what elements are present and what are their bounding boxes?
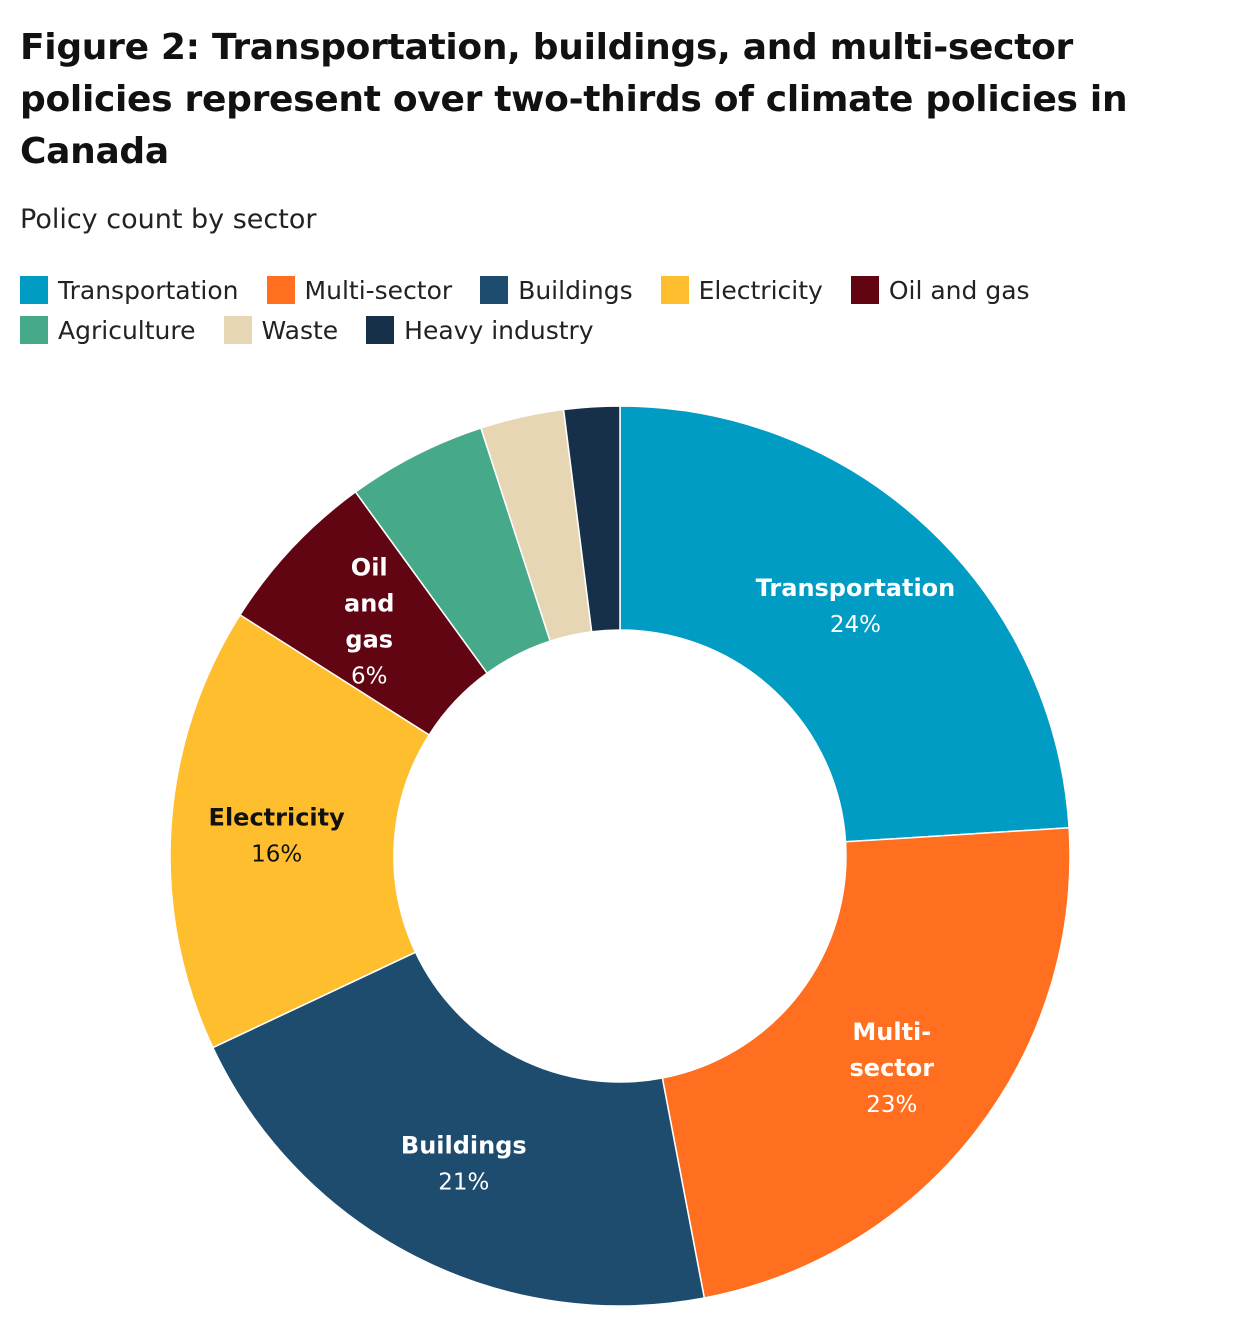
legend-label: Heavy industry	[404, 315, 594, 345]
legend-swatch	[223, 316, 252, 344]
slice-label: gas	[345, 626, 393, 654]
legend-label: Buildings	[518, 275, 633, 305]
slice-percent-label: 6%	[351, 664, 388, 690]
slice-label-group: Transportation 24%	[756, 574, 956, 638]
donut-chart: Transportation 24% Multi-sector 23% Building…	[169, 405, 1071, 1307]
slice-electricity	[169, 613, 431, 1049]
slice-label: Buildings	[401, 1132, 527, 1160]
legend-row: Agriculture Waste Heavy industry	[20, 310, 1220, 350]
slice-percent-label: 24%	[830, 612, 881, 638]
slice-percent-label: 16%	[251, 841, 302, 867]
slice-label: Oil	[351, 554, 388, 582]
legend-label: Oil and gas	[888, 275, 1030, 305]
legend-swatch	[20, 316, 48, 344]
legend-swatch	[366, 316, 395, 344]
legend-item-oil-and-gas: Oil and gas	[850, 275, 1030, 305]
legend-item-heavy-industry: Heavy industry	[366, 315, 594, 345]
legend-label: Agriculture	[58, 315, 196, 345]
chart-title: Figure 2: Transportation, buildings, and…	[20, 27, 1128, 172]
slice-label: Transportation	[756, 574, 956, 602]
slice-label-group: Oil and gas 6%	[344, 554, 394, 690]
slice-label: sector	[850, 1054, 935, 1082]
legend-label: Waste	[261, 315, 339, 345]
legend-item-multi-sector: Multi-sector	[266, 275, 453, 305]
slice-label: and	[344, 590, 394, 618]
legend-label: Electricity	[698, 275, 823, 305]
slice-multi-sector	[661, 826, 1071, 1299]
slice-label-group: Buildings 21%	[401, 1132, 527, 1196]
slice-percent-label: 21%	[438, 1170, 489, 1196]
slice-transportation	[619, 405, 1070, 843]
slice-label: Electricity	[209, 803, 346, 831]
slice-label: Multi-	[852, 1018, 931, 1046]
legend-label: Multi-sector	[304, 275, 453, 305]
legend-swatch	[20, 276, 48, 304]
legend-item-buildings: Buildings	[480, 275, 633, 305]
legend: Transportation Multi-sector Buildings El…	[20, 270, 1220, 350]
chart-subtitle: Policy count by sector	[20, 204, 317, 235]
slice-buildings	[211, 951, 706, 1307]
legend-item-waste: Waste	[223, 315, 339, 345]
slice-label-group: Multi-sector 23%	[850, 1018, 935, 1118]
legend-item-transportation: Transportation	[20, 276, 239, 305]
legend-swatch	[480, 276, 509, 304]
legend-item-electricity: Electricity	[660, 275, 823, 305]
slice-percent-label: 23%	[866, 1092, 917, 1118]
legend-item-agriculture: Agriculture	[20, 316, 196, 345]
legend-row: Transportation Multi-sector Buildings El…	[20, 270, 1220, 310]
legend-swatch	[660, 276, 689, 304]
legend-swatch	[850, 276, 879, 304]
legend-label: Transportation	[58, 275, 239, 305]
slice-label-group: Electricity 16%	[209, 803, 346, 867]
slice-heavy-industry	[562, 405, 621, 633]
legend-swatch	[266, 276, 295, 304]
